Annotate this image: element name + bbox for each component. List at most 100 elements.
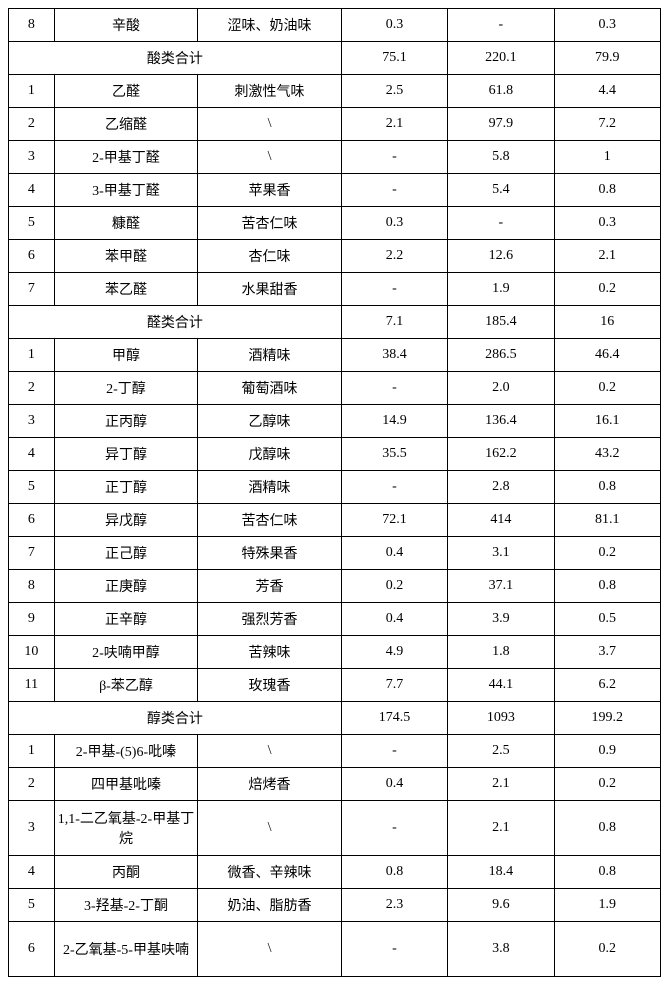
value-2: 1.9 — [448, 273, 554, 306]
value-3: 0.3 — [554, 9, 660, 42]
value-2: - — [448, 207, 554, 240]
value-1: - — [341, 372, 447, 405]
compound-name: 2-乙氧基-5-甲基呋喃 — [54, 922, 198, 977]
table-row: 31,1-二乙氧基-2-甲基丁烷\-2.10.8 — [9, 801, 661, 856]
table-row: 醛类合计7.1185.416 — [9, 306, 661, 339]
flavor-desc: 戊醇味 — [198, 438, 342, 471]
value-1: 0.8 — [341, 856, 447, 889]
compound-name: 苯甲醛 — [54, 240, 198, 273]
value-2: 2.1 — [448, 768, 554, 801]
value-1: - — [341, 735, 447, 768]
subtotal-value: 79.9 — [554, 42, 660, 75]
value-2: 12.6 — [448, 240, 554, 273]
flavor-desc: \ — [198, 801, 342, 856]
compound-name: 2-呋喃甲醇 — [54, 636, 198, 669]
value-3: 3.7 — [554, 636, 660, 669]
row-index: 6 — [9, 240, 55, 273]
value-1: 35.5 — [341, 438, 447, 471]
value-3: 1.9 — [554, 889, 660, 922]
flavor-desc: 酒精味 — [198, 471, 342, 504]
compound-name: 丙酮 — [54, 856, 198, 889]
value-1: 14.9 — [341, 405, 447, 438]
value-2: 3.9 — [448, 603, 554, 636]
subtotal-value: 75.1 — [341, 42, 447, 75]
compound-name: β-苯乙醇 — [54, 669, 198, 702]
flavor-desc: 苹果香 — [198, 174, 342, 207]
row-index: 8 — [9, 570, 55, 603]
value-3: 0.2 — [554, 922, 660, 977]
table-row: 43-甲基丁醛苹果香-5.40.8 — [9, 174, 661, 207]
row-index: 1 — [9, 735, 55, 768]
value-3: 0.8 — [554, 801, 660, 856]
value-2: 3.1 — [448, 537, 554, 570]
row-index: 7 — [9, 273, 55, 306]
compound-name: 正辛醇 — [54, 603, 198, 636]
row-index: 3 — [9, 405, 55, 438]
row-index: 2 — [9, 768, 55, 801]
subtotal-label: 醇类合计 — [9, 702, 342, 735]
value-3: 0.8 — [554, 856, 660, 889]
table-row: 2乙缩醛\2.197.97.2 — [9, 108, 661, 141]
value-1: 0.2 — [341, 570, 447, 603]
value-2: 2.0 — [448, 372, 554, 405]
compound-name: 正丁醇 — [54, 471, 198, 504]
subtotal-label: 酸类合计 — [9, 42, 342, 75]
value-3: 2.1 — [554, 240, 660, 273]
subtotal-value: 185.4 — [448, 306, 554, 339]
row-index: 3 — [9, 801, 55, 856]
flavor-desc: 酒精味 — [198, 339, 342, 372]
compound-name: 乙缩醛 — [54, 108, 198, 141]
compound-name: 3-羟基-2-丁酮 — [54, 889, 198, 922]
value-1: 0.4 — [341, 603, 447, 636]
value-1: - — [341, 801, 447, 856]
table-row: 6苯甲醛杏仁味2.212.62.1 — [9, 240, 661, 273]
row-index: 4 — [9, 856, 55, 889]
table-row: 1甲醇酒精味38.4286.546.4 — [9, 339, 661, 372]
subtotal-label: 醛类合计 — [9, 306, 342, 339]
table-row: 4丙酮微香、辛辣味0.818.40.8 — [9, 856, 661, 889]
row-index: 4 — [9, 174, 55, 207]
row-index: 2 — [9, 108, 55, 141]
value-1: 0.4 — [341, 537, 447, 570]
value-3: 0.8 — [554, 174, 660, 207]
flavor-desc: 苦杏仁味 — [198, 504, 342, 537]
table-row: 3正丙醇乙醇味14.9136.416.1 — [9, 405, 661, 438]
value-2: 414 — [448, 504, 554, 537]
value-2: 286.5 — [448, 339, 554, 372]
value-1: 0.3 — [341, 207, 447, 240]
flavor-desc: 苦杏仁味 — [198, 207, 342, 240]
value-1: 2.3 — [341, 889, 447, 922]
flavor-desc: 刺激性气味 — [198, 75, 342, 108]
value-3: 0.3 — [554, 207, 660, 240]
table-row: 9正辛醇强烈芳香0.43.90.5 — [9, 603, 661, 636]
table-row: 1乙醛刺激性气味2.561.84.4 — [9, 75, 661, 108]
value-3: 43.2 — [554, 438, 660, 471]
value-2: 5.8 — [448, 141, 554, 174]
flavor-desc: \ — [198, 108, 342, 141]
subtotal-value: 16 — [554, 306, 660, 339]
value-2: 162.2 — [448, 438, 554, 471]
value-2: 2.5 — [448, 735, 554, 768]
value-2: 9.6 — [448, 889, 554, 922]
compound-name: 2-丁醇 — [54, 372, 198, 405]
value-1: 4.9 — [341, 636, 447, 669]
table-row: 53-羟基-2-丁酮奶油、脂肪香2.39.61.9 — [9, 889, 661, 922]
table-row: 5糠醛苦杏仁味0.3-0.3 — [9, 207, 661, 240]
value-1: - — [341, 471, 447, 504]
table-row: 8正庚醇芳香0.237.10.8 — [9, 570, 661, 603]
row-index: 1 — [9, 339, 55, 372]
compound-table: 8辛酸涩味、奶油味0.3-0.3酸类合计75.1220.179.91乙醛刺激性气… — [8, 8, 661, 977]
table-row: 酸类合计75.1220.179.9 — [9, 42, 661, 75]
row-index: 5 — [9, 889, 55, 922]
table-row: 102-呋喃甲醇苦辣味4.91.83.7 — [9, 636, 661, 669]
value-2: 136.4 — [448, 405, 554, 438]
value-2: 1.8 — [448, 636, 554, 669]
flavor-desc: \ — [198, 735, 342, 768]
row-index: 5 — [9, 471, 55, 504]
value-3: 16.1 — [554, 405, 660, 438]
value-3: 0.2 — [554, 273, 660, 306]
value-1: - — [341, 141, 447, 174]
compound-name: 2-甲基丁醛 — [54, 141, 198, 174]
compound-name: 3-甲基丁醛 — [54, 174, 198, 207]
row-index: 9 — [9, 603, 55, 636]
